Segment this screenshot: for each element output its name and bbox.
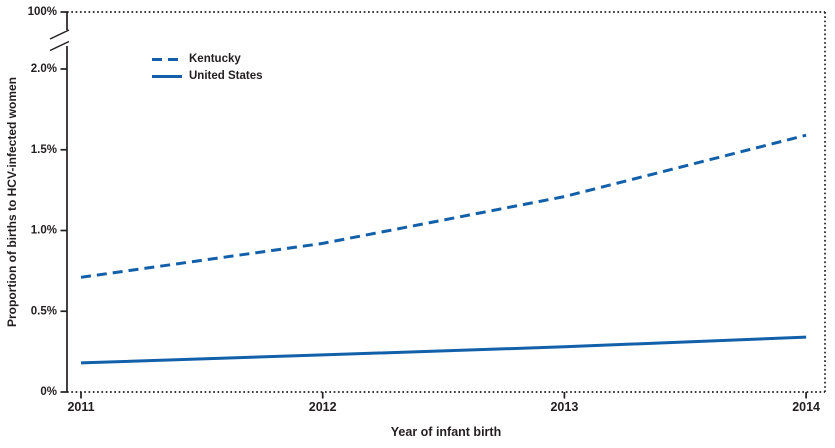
- y-tick-label: 1.5%: [31, 144, 57, 156]
- legend-label-kentucky: Kentucky: [189, 52, 241, 65]
- y-tick-label: 100%: [28, 6, 57, 18]
- legend: Kentucky United States: [152, 51, 263, 85]
- x-tick-label: 2012: [309, 400, 337, 414]
- x-axis-title: Year of infant birth: [390, 425, 502, 439]
- y-axis-title: Proportion of births to HCV-infected wom…: [5, 77, 19, 327]
- y-tick-label: 1.0%: [31, 225, 57, 237]
- y-tick-label: 2.0%: [31, 63, 57, 75]
- kentucky-line: [80, 133, 807, 279]
- axis-break-slash: [49, 40, 70, 52]
- y-tick-label: 0.5%: [31, 305, 57, 317]
- legend-item-united-states: United States: [152, 68, 263, 85]
- kentucky-dashed-line-sample: [152, 58, 182, 61]
- x-tick-label: 2011: [67, 400, 94, 414]
- x-tick-label: 2013: [550, 400, 578, 414]
- x-tick-label: 2014: [792, 400, 820, 414]
- y-tick-label: 0%: [40, 386, 57, 398]
- axis-break-slash: [49, 29, 70, 40]
- legend-label-united-states: United States: [189, 69, 263, 82]
- united-states-line: [80, 335, 807, 365]
- united-states-solid-line-sample: [152, 75, 182, 78]
- legend-item-kentucky: Kentucky: [152, 51, 263, 68]
